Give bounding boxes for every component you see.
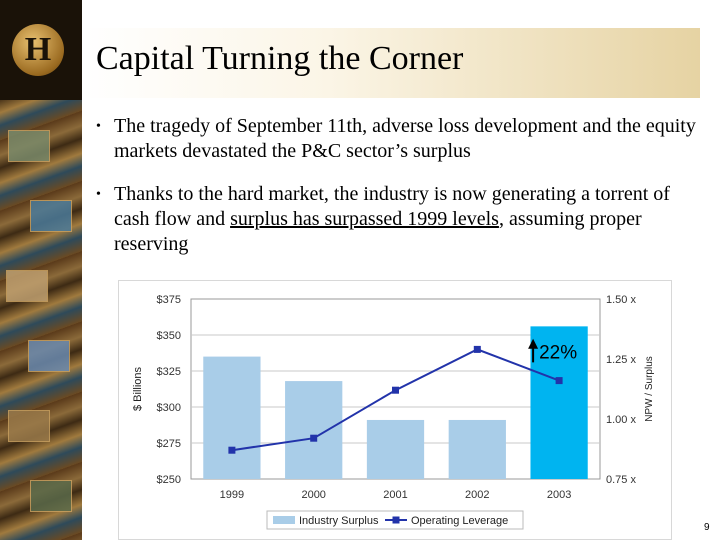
title-banner xyxy=(82,28,700,98)
y-tick-label: $375 xyxy=(157,294,181,306)
x-tick-label: 2000 xyxy=(301,489,325,501)
bullet-underlined-text: surplus has surpassed 1999 levels xyxy=(230,208,499,230)
y-tick-label: $275 xyxy=(157,438,181,450)
bar-2000 xyxy=(285,381,343,479)
bar-2003 xyxy=(530,326,588,479)
surplus-leverage-chart: $250 $275 $300 $325 $350 $375 0.75 x 1.00 x 1.25… xyxy=(132,294,655,530)
bullet-text: Thanks to the hard market, the industry … xyxy=(114,183,670,230)
legend-swatch-industry-surplus xyxy=(273,516,295,524)
legend-label: Industry Surplus xyxy=(299,515,379,527)
leverage-point-2001 xyxy=(392,386,399,394)
leverage-point-1999 xyxy=(228,446,236,454)
y2-tick-label: 1.00 x xyxy=(606,414,636,426)
collage-image xyxy=(30,200,72,232)
slide-title: Capital Turning the Corner xyxy=(96,40,464,77)
bullet-text-end: , assuming proper reserving xyxy=(114,208,642,255)
legend-marker-operating-leverage xyxy=(392,516,400,524)
bullet-text: The tragedy of September 11th, adverse l… xyxy=(114,115,696,162)
bar-2002 xyxy=(448,419,506,479)
y-tick-label: $300 xyxy=(157,402,181,414)
bullet-list: • The tragedy of September 11th, adverse… xyxy=(96,114,696,275)
chart-frame: $250 $275 $300 $325 $350 $375 0.75 x 1.00 x 1.25… xyxy=(118,280,672,540)
collage-image xyxy=(28,340,70,372)
y2-axis-title: NPW / Surplus xyxy=(644,356,655,422)
bar-2001 xyxy=(366,419,425,479)
y2-tick-label: 1.25 x xyxy=(606,354,636,366)
collage-image xyxy=(8,130,50,162)
leverage-point-2000 xyxy=(310,434,318,442)
x-tick-label: 1999 xyxy=(220,489,244,501)
growth-annotation: 22% xyxy=(539,342,577,363)
y-tick-label: $325 xyxy=(157,366,181,378)
y2-tick-label: 0.75 x xyxy=(606,474,636,486)
legend-label: Operating Leverage xyxy=(411,515,508,527)
leverage-point-2002 xyxy=(473,345,481,353)
y-tick-label: $350 xyxy=(157,330,181,342)
company-logo: H xyxy=(12,24,64,76)
y-tick-label: $250 xyxy=(157,474,181,486)
x-tick-label: 2003 xyxy=(547,489,571,501)
page-number: 9 xyxy=(704,522,710,533)
y-axis-title: $ Billions xyxy=(132,366,144,411)
logo-letter: H xyxy=(24,31,52,68)
y2-tick-label: 1.50 x xyxy=(606,294,636,306)
logo-area: H xyxy=(0,0,82,100)
leverage-point-2003 xyxy=(555,377,563,385)
bullet-dot-icon: • xyxy=(96,119,101,134)
collage-image xyxy=(6,270,48,302)
bullet-dot-icon: • xyxy=(96,187,101,202)
x-tick-label: 2002 xyxy=(465,489,489,501)
bullet-item: • Thanks to the hard market, the industr… xyxy=(96,182,696,257)
bullet-item: • The tragedy of September 11th, adverse… xyxy=(96,114,696,164)
x-tick-label: 2001 xyxy=(383,489,407,501)
decorative-sidebar: H xyxy=(0,0,82,540)
collage-image xyxy=(8,410,50,442)
collage-image xyxy=(30,480,72,512)
bar-1999 xyxy=(203,356,261,479)
growth-arrow-head xyxy=(528,338,539,349)
